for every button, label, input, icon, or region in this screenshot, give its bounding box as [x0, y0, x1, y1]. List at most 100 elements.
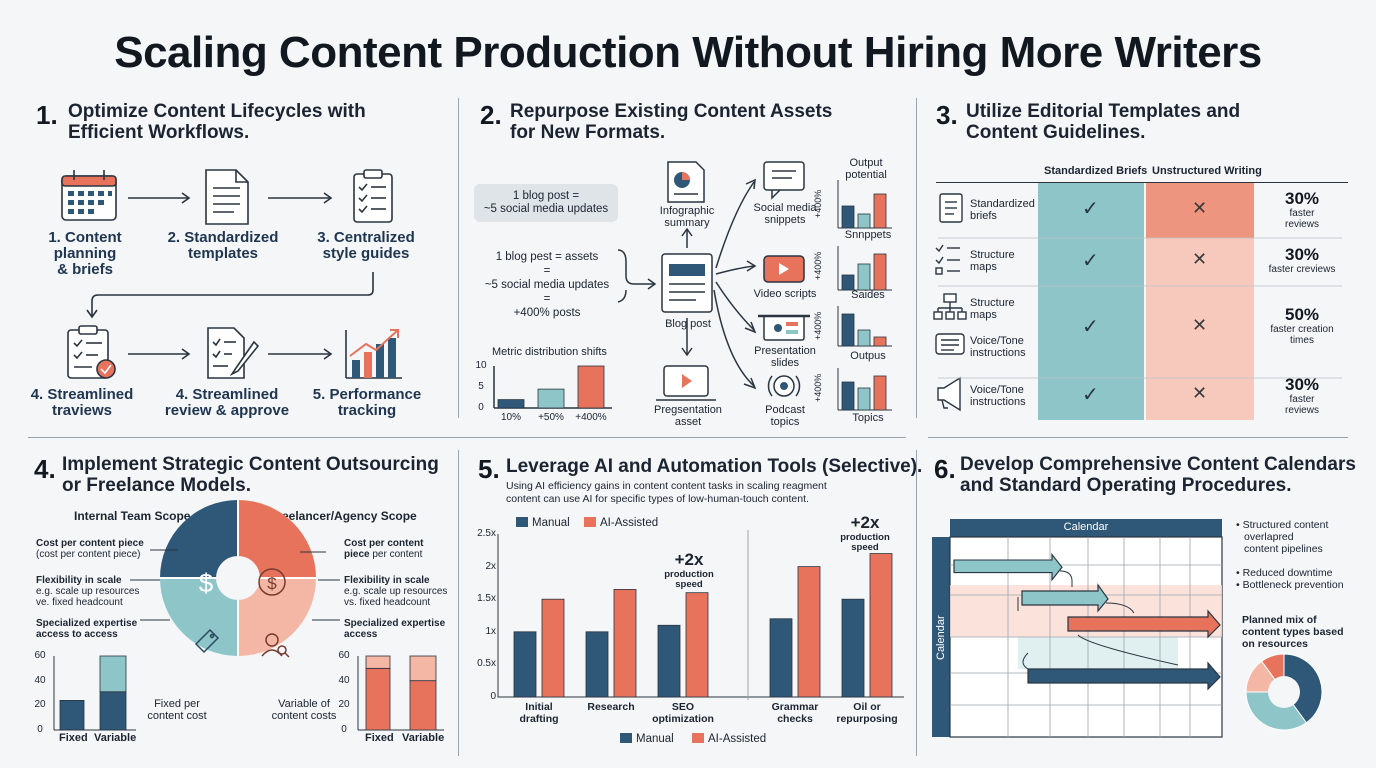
- legend-swatch-ai: [584, 517, 596, 527]
- fixed-bar-upper: [365, 655, 391, 669]
- metric-tick-label: +400%: [575, 412, 607, 423]
- axis-tick: 40: [338, 674, 350, 686]
- axis-tick: 0: [341, 724, 347, 735]
- legend-label: Manual: [636, 733, 674, 745]
- cross-icon: ✕: [1192, 249, 1208, 269]
- stat-caption: faster reviews: [1285, 394, 1319, 416]
- category-label: Fixed: [365, 732, 394, 744]
- megaphone-icon: [937, 376, 961, 412]
- fixed-bar-lower: [365, 667, 391, 731]
- presentation-asset-label: Pregsentation asset: [654, 404, 722, 428]
- category-label: Variable: [402, 732, 445, 744]
- section-description: Using AI efficiency gains in content con…: [506, 480, 827, 505]
- standardized-column: [1038, 182, 1144, 420]
- presentation-icon: [656, 365, 716, 401]
- variable-bar-upper: [99, 655, 127, 693]
- ai-efficiency-bar: [769, 618, 793, 698]
- metric-tick-label: 10%: [500, 412, 521, 423]
- metric-axis-tick: 0: [478, 402, 484, 413]
- stat-caption: faster creation times: [1270, 324, 1334, 346]
- section-title: Utilize Editorial Templates and Content G…: [966, 101, 1241, 143]
- category-label: Grammar checks: [771, 701, 819, 725]
- section-title: Implement Strategic Content Outsourcing o…: [62, 454, 439, 496]
- mini-axis-label: +400%: [813, 373, 823, 402]
- tag-icon: [194, 628, 220, 654]
- section-number: 2.: [480, 100, 502, 130]
- output-potential-bar: [873, 336, 887, 347]
- axis-tick: 40: [34, 674, 46, 686]
- axis-tick: 60: [34, 650, 46, 661]
- metric-distribution-bars: [497, 365, 605, 409]
- list-document-icon: [939, 193, 963, 223]
- axis-tick: 0: [490, 691, 496, 702]
- summary-bubble: [474, 184, 618, 222]
- step-label: 4. Streamlined traviews: [30, 386, 134, 419]
- step-label: 1. Content planning & briefs: [48, 229, 122, 278]
- calendar-bullets: • Structured content overlapred content pi…: [1236, 519, 1329, 555]
- content-mix-donut: [1245, 653, 1323, 731]
- table-rule: [936, 182, 1348, 183]
- legend-swatch-ai: [692, 733, 704, 743]
- scope-item: Flexibility in scale e.g. scale up resour…: [344, 575, 448, 608]
- legend-swatch-manual: [620, 733, 632, 743]
- page-title: Scaling Content Production Without Hirin…: [114, 28, 1262, 77]
- metric-tick-label: +50%: [538, 412, 564, 423]
- calendar-bullets: • Reduced downtime • Bottleneck preventio…: [1236, 567, 1344, 591]
- equation-text: 1 blog pest = assets = ~5 social media upd…: [484, 251, 610, 319]
- mini-axis-label: +400%: [813, 311, 823, 340]
- legend-label: Manual: [532, 517, 570, 529]
- divider: [916, 98, 917, 418]
- row-label: Structure maps: [970, 297, 1015, 321]
- stat-value: 30%: [1284, 375, 1320, 394]
- axis-tick: 1.5x: [477, 593, 496, 605]
- axis: [497, 534, 904, 698]
- section-title: Optimize Content Lifecycles with Efficien…: [68, 101, 366, 143]
- ai-efficiency-bar: [513, 631, 537, 698]
- column-header: Freelancer/Agency Scope: [270, 509, 417, 523]
- cross-icon: ✕: [1192, 383, 1208, 403]
- axis-tick: 0: [37, 724, 43, 735]
- metric-bar: [497, 399, 525, 409]
- output-potential-bar: [873, 375, 887, 411]
- comparison-table: [933, 193, 1342, 412]
- category-label: Variable: [94, 732, 137, 744]
- ai-efficiency-bar: [685, 592, 709, 698]
- category-label: Fixed: [59, 732, 88, 744]
- video-icon: [763, 255, 805, 283]
- donut-slice: [1283, 653, 1323, 724]
- column-header: Unstructured Writing: [1152, 165, 1262, 177]
- check-icon: ✓: [1082, 384, 1099, 406]
- output-label: Podcast topics: [765, 404, 805, 428]
- blog-post-icon: [661, 253, 713, 313]
- fixed-variable-bars-right: [365, 655, 437, 731]
- axis-tick: 20: [338, 699, 350, 711]
- output-label: Social media snippets: [753, 202, 817, 226]
- user-search-icon: [261, 633, 290, 658]
- social-media-icon: [763, 161, 805, 200]
- column-header: Standardized Briefs: [1044, 165, 1148, 177]
- repurpose-diagram: [493, 161, 892, 411]
- metric-chart-title: Metric distribution shifts: [492, 346, 607, 358]
- document-icon: [205, 169, 249, 225]
- stat-value: 50%: [1284, 305, 1320, 324]
- section-number: 5.: [478, 454, 500, 484]
- column-header: Internal Team Scope: [74, 509, 191, 523]
- stat-caption: faster creviews: [1268, 264, 1336, 275]
- row-label: Standardized briefs: [970, 198, 1035, 222]
- output-potential-header: Output potential: [845, 157, 887, 181]
- checklist-icon: [935, 244, 960, 275]
- clipboard-approved-icon: [67, 325, 116, 379]
- output-potential-bar: [841, 313, 855, 347]
- output-potential-bar: [873, 253, 887, 291]
- dollar-coin-icon: [258, 568, 286, 596]
- output-label: Video scripts: [753, 288, 817, 300]
- ai-efficiency-bar: [657, 624, 681, 698]
- output-potential-bar: [857, 263, 871, 291]
- mini-axis-label: +400%: [813, 251, 823, 280]
- content-calendar: [932, 519, 1223, 738]
- mini-chart-label: Outpus: [850, 350, 886, 362]
- section-number: 3.: [936, 100, 958, 130]
- legend-label: AI-Assisted: [600, 517, 659, 529]
- section-title: Repurpose Existing Content Assets for New…: [510, 101, 833, 143]
- legend-label: AI-Assisted: [708, 733, 767, 745]
